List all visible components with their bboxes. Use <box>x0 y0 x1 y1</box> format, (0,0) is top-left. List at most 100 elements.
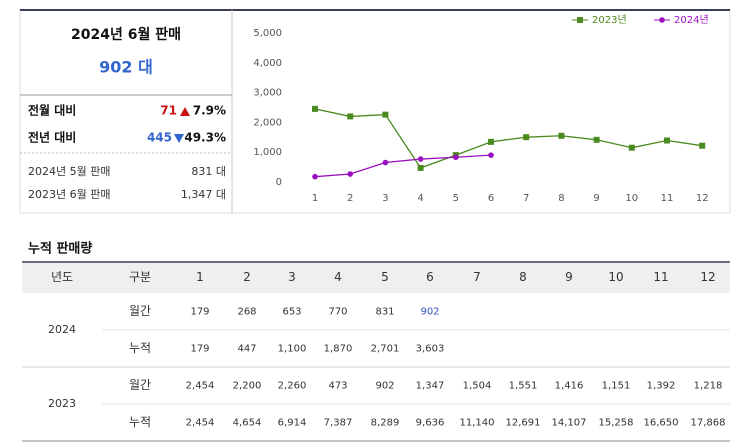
row-label: 누적 <box>129 341 151 355</box>
x-tick-label: 4 <box>417 193 423 204</box>
x-tick-label: 9 <box>593 193 599 204</box>
table-cell: 1,870 <box>324 344 353 355</box>
x-tick-label: 3 <box>382 193 388 204</box>
table-cell: 16,650 <box>644 418 679 429</box>
y-tick-label: 4,000 <box>253 58 282 69</box>
table-cell: 902 <box>375 381 394 392</box>
table-cell: 473 <box>328 381 347 392</box>
table-cell: 11,140 <box>460 418 495 429</box>
table-cell: 1,392 <box>647 381 676 392</box>
table-cell: 9,636 <box>416 418 445 429</box>
table-cell: 1,151 <box>602 381 631 392</box>
prev-year-label: 2023년 6월 판매 <box>28 188 110 201</box>
x-tick-label: 2 <box>347 193 353 204</box>
table-cell: 447 <box>237 344 256 355</box>
prev-year-value: 1,347 대 <box>181 188 226 201</box>
x-tick-label: 7 <box>523 193 529 204</box>
row-label: 월간 <box>129 304 151 318</box>
table-header-cell: 5 <box>381 270 389 284</box>
table-header-bg <box>22 262 730 293</box>
mom-label: 전월 대비 <box>28 103 76 118</box>
marker <box>488 152 494 158</box>
yoy-rate: 49.3% <box>184 131 226 145</box>
marker <box>699 142 706 149</box>
year-cell: 2023 <box>48 397 76 410</box>
table-cell: 268 <box>237 307 256 318</box>
marker <box>488 138 494 145</box>
table-header-cell: 10 <box>608 270 623 284</box>
table-cell: 2,454 <box>186 418 215 429</box>
marker <box>382 159 389 166</box>
table-cell: 770 <box>328 307 347 318</box>
table-cell: 4,654 <box>233 418 262 429</box>
table-cell: 15,258 <box>599 418 634 429</box>
table-cell: 1,551 <box>509 381 538 392</box>
table-header-cell: 12 <box>700 270 715 284</box>
year-cell: 2024 <box>48 323 76 336</box>
marker <box>417 156 424 162</box>
prev-month-value: 831 대 <box>191 165 226 178</box>
marker <box>347 113 354 120</box>
series-line <box>314 154 492 178</box>
x-tick-label: 1 <box>312 193 318 204</box>
table-cell: 179 <box>190 307 209 318</box>
marker <box>312 173 318 180</box>
yoy-label: 전년 대비 <box>28 130 76 145</box>
marker <box>312 105 318 112</box>
table-header-cell: 3 <box>288 270 296 284</box>
prev-month-label: 2024년 5월 판매 <box>28 165 110 178</box>
table-title: 누적 판매량 <box>28 241 92 257</box>
x-tick-label: 8 <box>558 193 564 204</box>
y-tick-label: 1,000 <box>253 147 282 158</box>
marker <box>382 111 389 118</box>
x-tick-label: 10 <box>625 193 638 204</box>
legend-marker <box>577 17 583 23</box>
x-tick-label: 5 <box>453 193 459 204</box>
marker <box>417 164 424 171</box>
table-header-cell: 8 <box>519 270 527 284</box>
table-cell: 6,914 <box>278 418 307 429</box>
x-tick-label: 11 <box>661 193 674 204</box>
table-cell: 1,100 <box>278 344 307 355</box>
table-cell: 17,868 <box>691 418 726 429</box>
x-tick-label: 6 <box>488 193 494 204</box>
table-cell: 831 <box>375 307 394 318</box>
y-tick-label: 0 <box>276 177 282 188</box>
y-tick-label: 2,000 <box>253 117 282 128</box>
table-header-cell: 4 <box>334 270 342 284</box>
legend-marker <box>659 17 665 23</box>
down-arrow <box>174 134 184 143</box>
table-cell: 8,289 <box>371 418 400 429</box>
table-header-cell: 1 <box>196 270 204 284</box>
table-cell: 3,603 <box>416 344 445 355</box>
legend-label: 2024년 <box>674 14 709 26</box>
table-header-cell: 11 <box>653 270 668 284</box>
marker <box>453 154 459 161</box>
y-tick-label: 5,000 <box>253 28 282 39</box>
table-header-cell: 9 <box>565 270 573 284</box>
table-cell: 1,416 <box>555 381 584 392</box>
table-cell: 2,200 <box>233 381 262 392</box>
marker <box>558 132 565 139</box>
table-cell: 2,260 <box>278 381 307 392</box>
table-cell: 179 <box>190 344 209 355</box>
table-cell: 2,454 <box>186 381 215 392</box>
table-cell: 902 <box>420 307 439 318</box>
table-header-cell: 년도 <box>51 270 73 284</box>
marker <box>664 137 670 144</box>
mom-change: 71 <box>160 104 177 118</box>
y-tick-label: 3,000 <box>253 88 282 99</box>
table-header-cell: 7 <box>473 270 481 284</box>
x-tick-label: 12 <box>696 193 709 204</box>
table-cell: 12,691 <box>506 418 541 429</box>
yoy-change: 445 <box>147 131 172 145</box>
table-header-cell: 구분 <box>129 270 151 284</box>
table-header-cell: 6 <box>426 270 434 284</box>
series-line <box>314 108 703 169</box>
summary-panel <box>19 9 731 214</box>
summary-title: 2024년 6월 판매 <box>71 26 181 43</box>
table-cell: 1,347 <box>416 381 445 392</box>
marker <box>523 134 530 141</box>
summary-total: 902 대 <box>99 58 153 77</box>
